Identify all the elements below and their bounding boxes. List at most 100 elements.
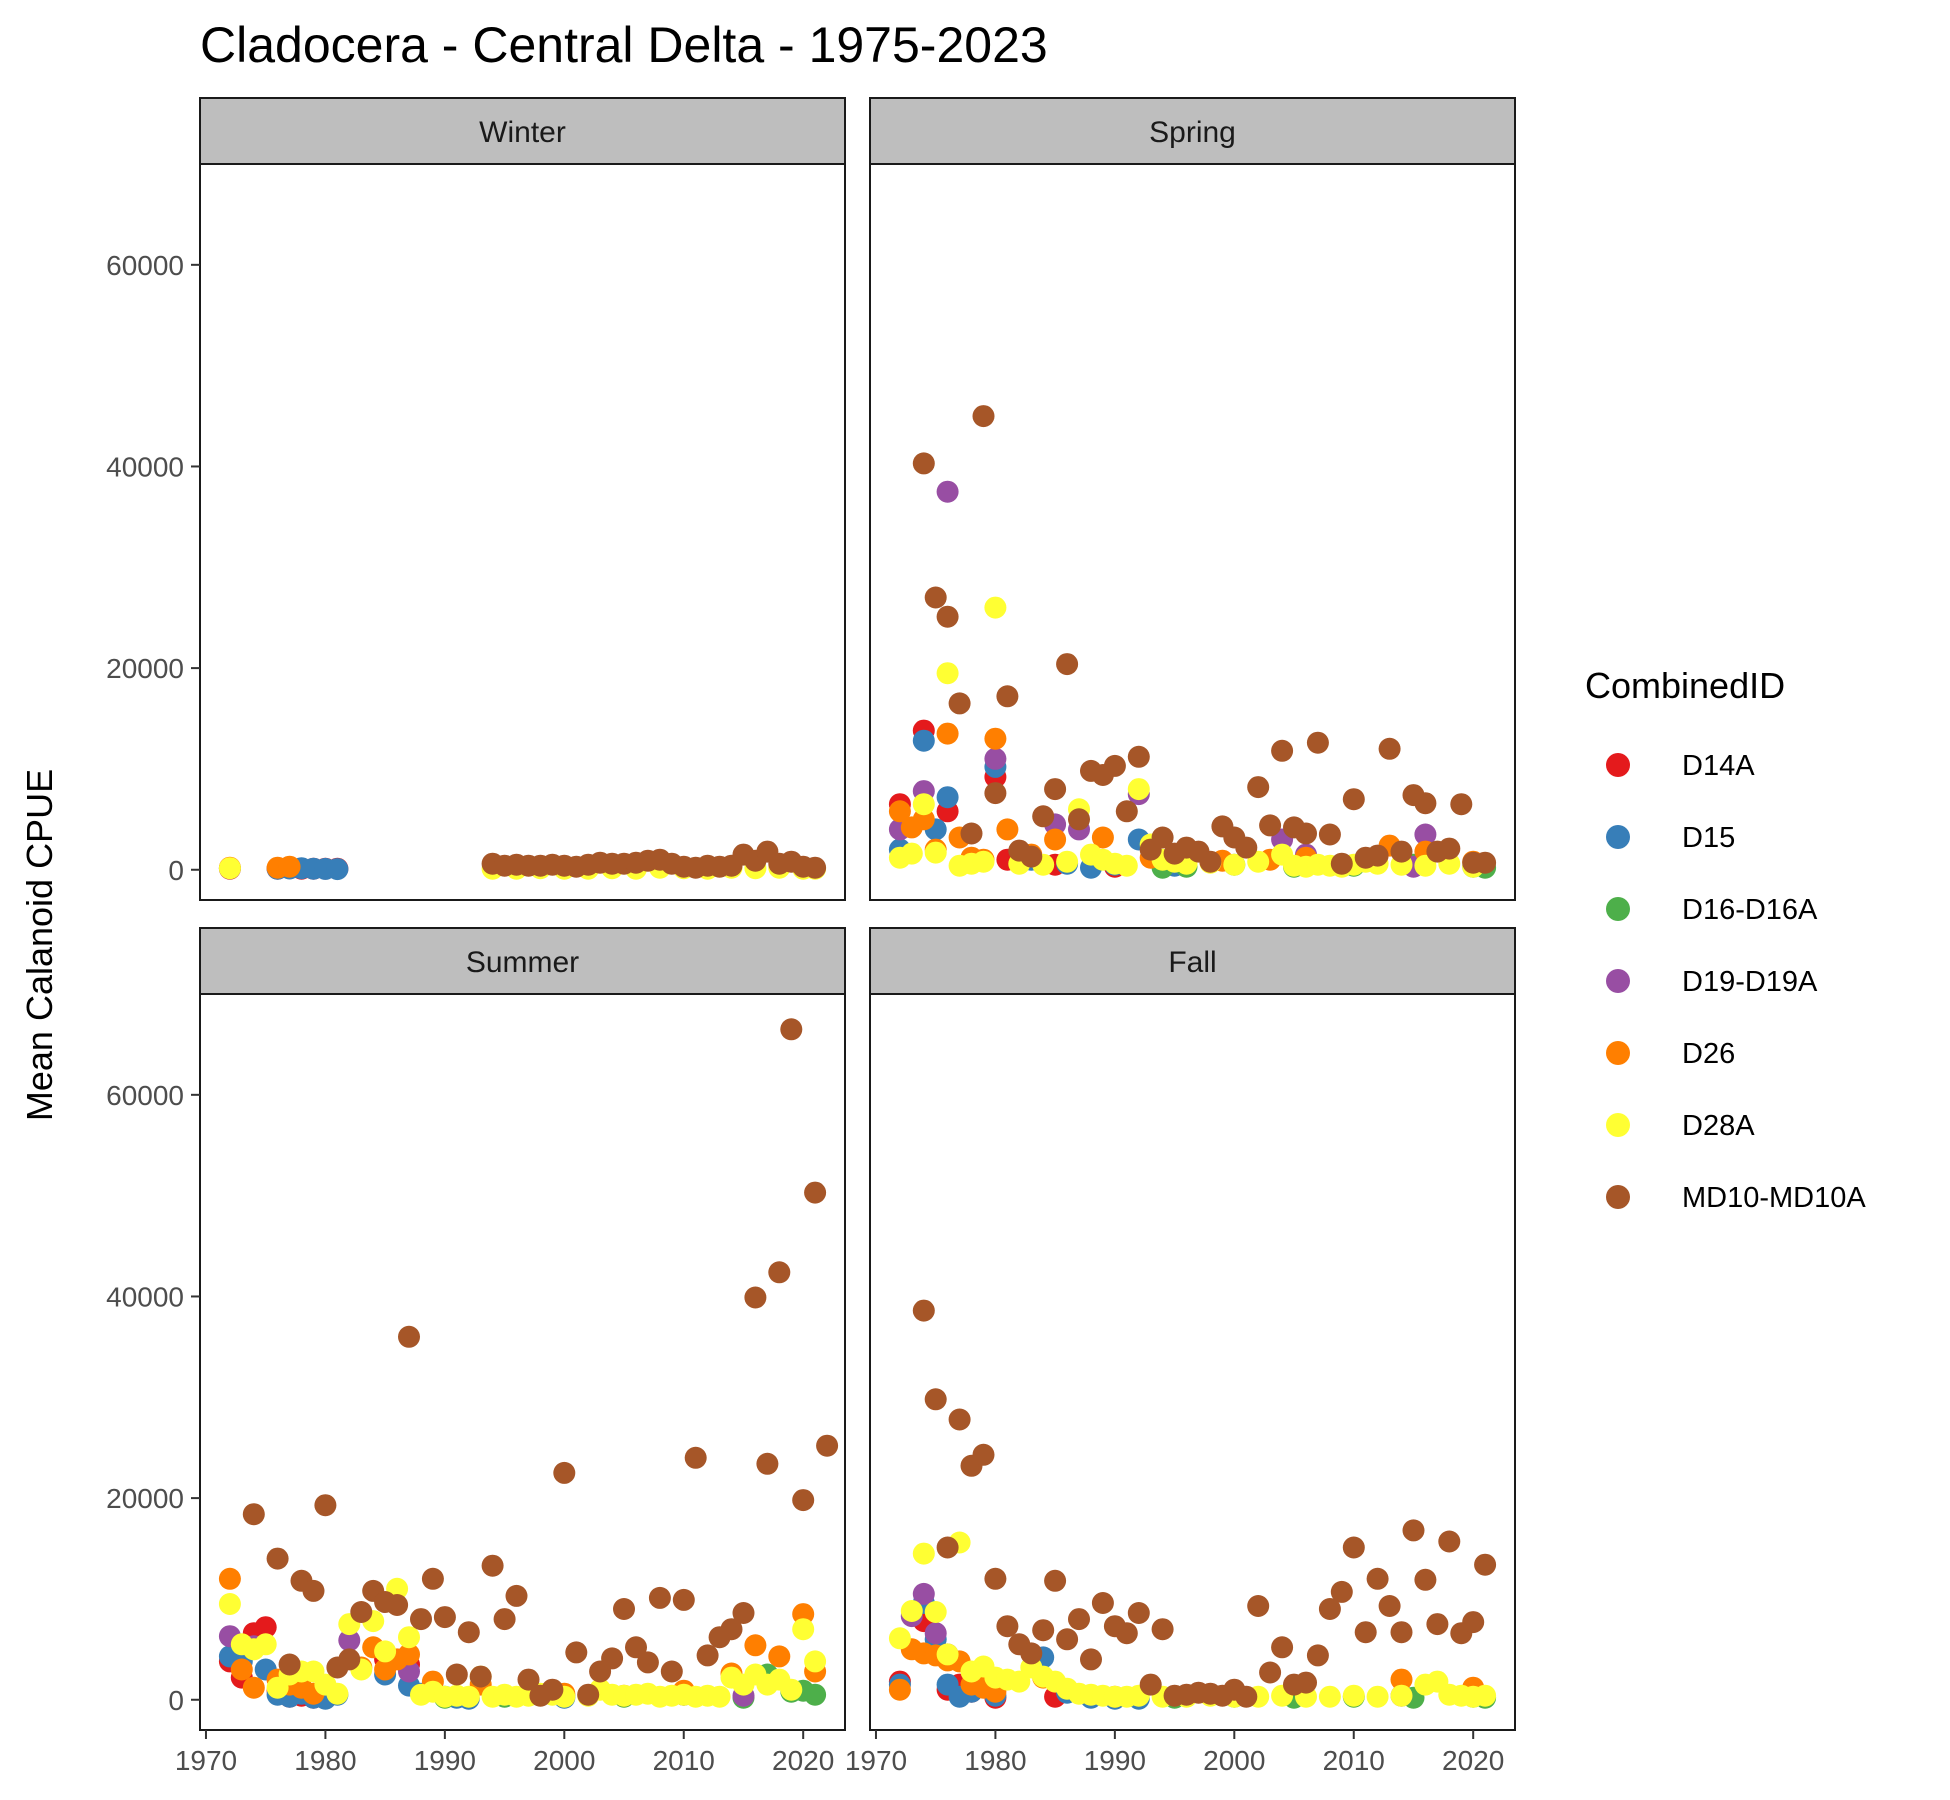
x-tick-label: 1980	[964, 1745, 1026, 1776]
strip-label-fall: Fall	[1168, 946, 1216, 979]
point-md10-md10a	[672, 1588, 695, 1611]
legend-item-d26: D26	[1606, 1038, 1735, 1070]
point-md10-md10a	[338, 1648, 361, 1671]
legend-key-md10-md10a	[1606, 1185, 1630, 1209]
point-md10-md10a	[1056, 1628, 1079, 1651]
point-md10-md10a	[1151, 1618, 1174, 1641]
point-md10-md10a	[1366, 1567, 1389, 1590]
point-d19-d19a	[338, 1629, 361, 1652]
point-d26	[230, 1658, 253, 1681]
point-d26	[398, 1643, 420, 1666]
legend-item-d28a: D28A	[1606, 1110, 1755, 1142]
point-md10-md10a	[1342, 788, 1365, 811]
plot-area-spring	[870, 164, 1515, 900]
point-md10-md10a	[984, 782, 1007, 805]
y-tick-label: 20000	[106, 1483, 184, 1514]
point-md10-md10a	[636, 1651, 659, 1674]
y-tick-label: 40000	[106, 1281, 184, 1312]
point-md10-md10a	[517, 1668, 540, 1691]
point-md10-md10a	[996, 685, 1019, 708]
strip-spring	[869, 97, 1516, 165]
series-d26-summer	[218, 1567, 827, 1707]
legend-label: D14A	[1682, 750, 1755, 782]
series-md10-md10a-spring	[912, 405, 1497, 875]
point-d28a	[1366, 1685, 1389, 1708]
y-axis-title: Mean Calanoid CPUE	[19, 769, 60, 1121]
legend-item-d16-d16a: D16-D16A	[1606, 894, 1818, 926]
point-d26	[218, 1567, 241, 1590]
point-d26	[792, 1603, 815, 1626]
legend-key-d28a	[1606, 1113, 1630, 1137]
point-md10-md10a	[816, 1434, 839, 1457]
legend-item-d14a: D14A	[1606, 750, 1755, 782]
point-md10-md10a	[1044, 1569, 1067, 1592]
point-d28a	[900, 842, 923, 865]
point-md10-md10a	[780, 1018, 803, 1041]
point-md10-md10a	[1235, 1685, 1258, 1708]
point-md10-md10a	[421, 1567, 444, 1590]
point-md10-md10a	[1378, 737, 1401, 760]
point-md10-md10a	[1330, 1580, 1353, 1603]
point-md10-md10a	[445, 1663, 468, 1686]
panel-winter: Winter 0 20000 40000 60000	[106, 97, 846, 901]
point-d15	[912, 729, 935, 752]
point-d28a	[936, 662, 959, 685]
point-d28a	[972, 850, 995, 873]
x-tick-label: 1980	[294, 1745, 356, 1776]
point-md10-md10a	[541, 1678, 564, 1701]
point-md10-md10a	[996, 1615, 1019, 1638]
point-d16-d16a	[804, 1683, 827, 1706]
panel-spring: Spring	[869, 97, 1516, 901]
point-d28a	[888, 1627, 911, 1650]
point-md10-md10a	[1151, 826, 1174, 849]
point-d28a	[792, 1618, 815, 1641]
panel-summer: Summer 0 20000 40000 60000 1970 1980 1990 2000 20…	[106, 927, 846, 1776]
point-md10-md10a	[350, 1601, 373, 1623]
point-d28a	[1127, 778, 1150, 801]
point-d15	[936, 786, 959, 809]
point-d26	[996, 818, 1019, 841]
point-md10-md10a	[960, 822, 983, 845]
point-d28a	[1390, 1684, 1413, 1707]
point-d26	[278, 855, 301, 878]
x-tick-label: 1990	[414, 1745, 476, 1776]
point-md10-md10a	[1390, 840, 1413, 863]
point-d26	[936, 722, 959, 745]
x-tick-label: 2000	[533, 1745, 595, 1776]
point-d28a	[804, 1650, 827, 1673]
point-d15	[326, 858, 349, 881]
panel-border-winter	[199, 163, 846, 901]
point-d26	[242, 1676, 265, 1699]
point-md10-md10a	[924, 1388, 947, 1411]
point-md10-md10a	[302, 1579, 325, 1602]
points-winter	[218, 840, 827, 881]
point-md10-md10a	[1450, 793, 1473, 816]
point-md10-md10a	[1127, 1602, 1150, 1624]
point-md10-md10a	[266, 1547, 289, 1570]
legend: CombinedID D14A D15 D16-D16A D19-D19A D26 D28…	[1585, 665, 1866, 1214]
legend-label: MD10-MD10A	[1682, 1182, 1866, 1214]
point-md10-md10a	[732, 1602, 755, 1624]
point-d28a	[1223, 853, 1246, 876]
panel-border-summer	[199, 993, 846, 1731]
series-md10-md10a-summer	[242, 1018, 839, 1707]
plot-area-winter	[200, 164, 845, 900]
point-d28a	[398, 1626, 420, 1649]
point-md10-md10a	[1318, 823, 1341, 846]
point-md10-md10a	[756, 1452, 779, 1475]
point-d28a	[254, 1633, 277, 1656]
strip-label-winter: Winter	[479, 116, 566, 149]
point-md10-md10a	[278, 1653, 301, 1676]
point-md10-md10a	[1068, 1608, 1090, 1631]
point-md10-md10a	[242, 1503, 265, 1526]
point-md10-md10a	[577, 1683, 600, 1706]
point-md10-md10a	[553, 1461, 576, 1484]
strip-label-summer: Summer	[466, 946, 579, 979]
legend-key-d26	[1606, 1041, 1630, 1065]
point-d28a	[780, 1678, 803, 1701]
point-md10-md10a	[1139, 1673, 1162, 1696]
point-d26	[1044, 828, 1067, 851]
strip-winter	[199, 97, 846, 165]
point-md10-md10a	[1032, 805, 1055, 828]
